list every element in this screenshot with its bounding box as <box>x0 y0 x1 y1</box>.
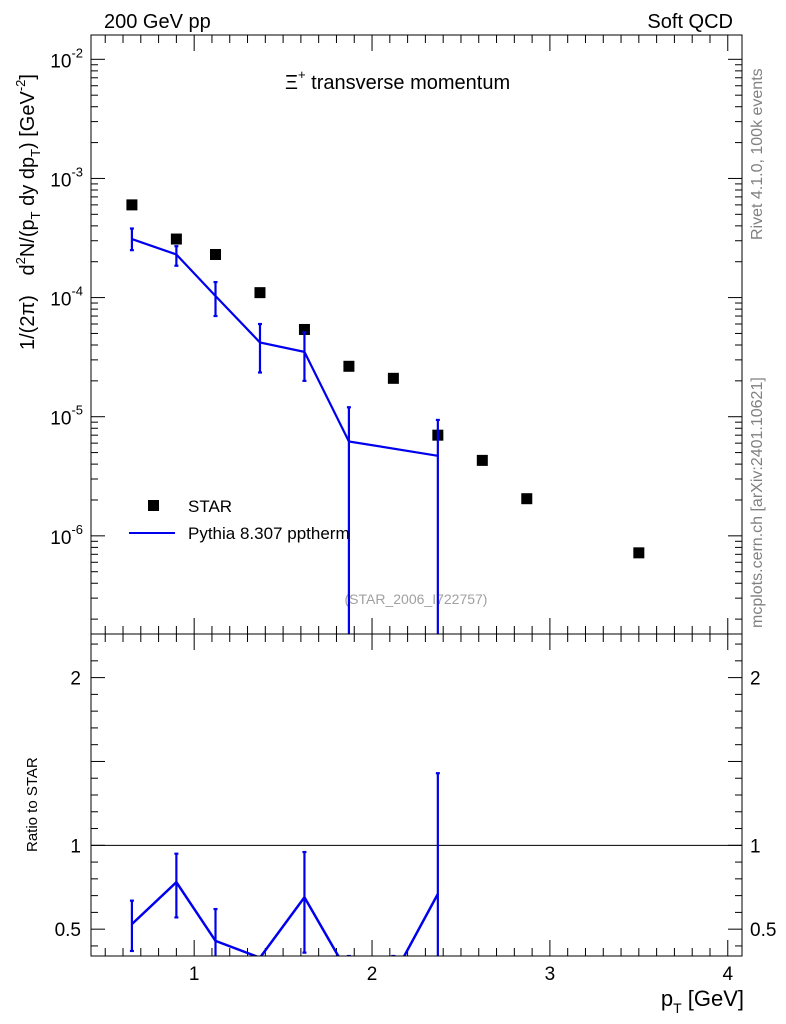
ylabel-mid: dy dp <box>17 157 39 211</box>
title-symbol: Ξ <box>285 72 298 94</box>
main-y-tick-label: 10-5 <box>50 403 83 430</box>
tick-label-base: 10 <box>50 528 71 549</box>
ratio-y-tick-label-right: 2 <box>750 669 761 690</box>
star-data-point <box>210 248 222 260</box>
tick-label-exponent: -6 <box>71 522 83 537</box>
ratio-y-tick-label: 1 <box>70 836 81 857</box>
x-tick-label: 1 <box>189 964 200 985</box>
main-panel: 10-610-510-410-310-2 Ξ+ transverse momen… <box>13 34 743 635</box>
star-data-point <box>633 547 645 559</box>
tick-label-exponent: -5 <box>71 403 83 418</box>
legend-marker-star <box>148 500 159 511</box>
legend-label-star: STAR <box>188 497 232 516</box>
ratio-line <box>131 880 439 956</box>
ylabel-t2: T <box>28 149 43 157</box>
star-data-point <box>254 287 266 299</box>
x-tick-label: 3 <box>545 964 556 985</box>
tick-label-base: 10 <box>50 51 71 72</box>
ylabel-unit-open: ) [GeV <box>17 91 39 149</box>
ratio-y-tick-label-right: 1 <box>750 836 761 857</box>
ylabel-t1: T <box>28 211 43 219</box>
star-data-point <box>343 360 355 372</box>
main-frame <box>90 34 743 635</box>
ylabel-unit-close: ] <box>17 74 39 80</box>
ylabel-n: N/(p <box>17 219 39 257</box>
ratio-y-tick-label: 2 <box>70 669 81 690</box>
ratio-tick-labels: 0.5 0.5 1 1 2 2 1 2 3 4 <box>55 669 777 985</box>
tick-label-base: 10 <box>50 170 71 191</box>
main-y-tick-label: 10-3 <box>50 164 83 191</box>
chart-title: Ξ+ transverse momentum <box>285 67 510 94</box>
main-y-tick-label: 10-4 <box>50 284 83 311</box>
ratio-y-tick-label: 0.5 <box>55 920 81 941</box>
main-y-tick-label: 10-6 <box>50 522 83 549</box>
ratio-y-tick-label-right: 0.5 <box>750 920 776 941</box>
x-tick-label: 4 <box>722 964 733 985</box>
ratio-series-group <box>129 772 440 956</box>
ratio-y-axis-label: Ratio to STAR <box>24 757 41 852</box>
title-superscript: + <box>298 67 306 82</box>
star-data-point <box>126 199 138 211</box>
title-text: transverse momentum <box>306 72 511 94</box>
star-data-point <box>387 372 399 384</box>
ratio-panel: 0.5 0.5 1 1 2 2 1 2 3 4 Ratio to STAR pT [GeV] <box>24 633 777 1016</box>
main-y-tick-labels: 10-610-510-410-310-2 <box>50 45 83 549</box>
ratio-frame <box>90 633 743 957</box>
rivet-label: Rivet 4.1.0, 100k events <box>749 68 766 240</box>
tick-label-exponent: -2 <box>71 45 83 60</box>
ylabel-prefix: 1/(2π) <box>17 295 39 350</box>
ylabel-d: d <box>17 264 39 275</box>
star-data-point <box>521 493 533 505</box>
star-data-point <box>476 454 488 466</box>
ratio-series <box>129 772 440 956</box>
x-axis-label: pT [GeV] <box>661 986 744 1016</box>
tick-label-base: 10 <box>50 290 71 311</box>
xlabel-p: p <box>661 986 673 1011</box>
tick-label-exponent: -3 <box>71 164 83 179</box>
watermark: (STAR_2006_I722757) <box>345 591 488 607</box>
star-data-point <box>298 323 310 335</box>
mcplots-label: mcplots.cern.ch [arXiv:2401.10621] <box>749 377 766 628</box>
header-right: Soft QCD <box>647 11 733 33</box>
ylabel-d-sup: 2 <box>13 257 28 264</box>
pythia-line <box>131 238 439 457</box>
star-data-point <box>170 233 182 245</box>
header-left: 200 GeV pp <box>104 11 211 33</box>
tick-label-exponent: -4 <box>71 284 83 299</box>
xlabel-rest: [GeV] <box>682 986 744 1011</box>
main-y-tick-label: 10-2 <box>50 45 83 72</box>
legend-label-pythia: Pythia 8.307 pptherm <box>188 524 350 543</box>
xlabel-sub: T <box>673 1000 682 1016</box>
ratio-ticks <box>91 634 742 956</box>
ylabel-unit-sup: -2 <box>13 80 28 92</box>
main-ticks <box>91 35 742 634</box>
tick-label-base: 10 <box>50 409 71 430</box>
x-tick-label: 2 <box>367 964 378 985</box>
main-series <box>126 199 645 634</box>
main-y-axis-label: 1/(2π) d2N/(pT dy dpT) [GeV-2] <box>13 74 43 350</box>
legend: STAR Pythia 8.307 pptherm <box>129 497 350 543</box>
